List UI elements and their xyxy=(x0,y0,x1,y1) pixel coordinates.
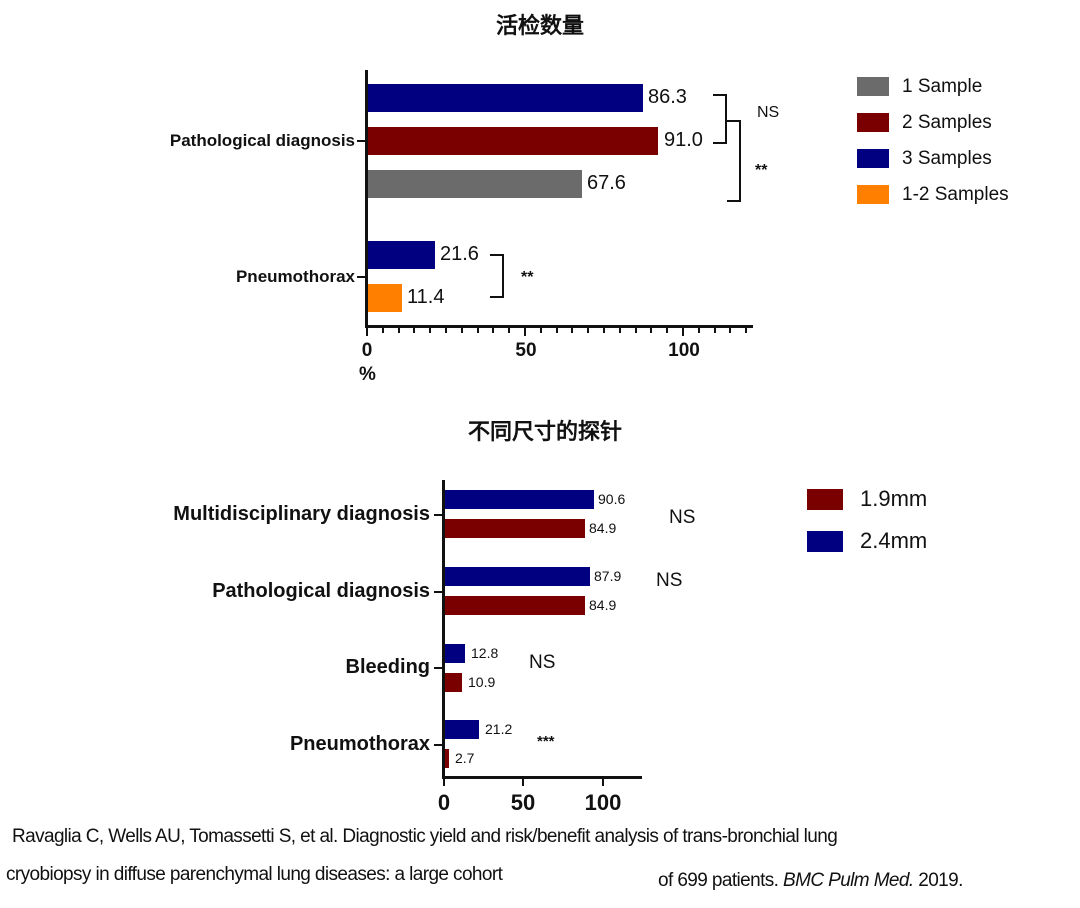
chart1-x-tick xyxy=(413,327,416,333)
chart1-value-label: 86.3 xyxy=(648,86,687,108)
chart2-category-label: Bleeding xyxy=(345,656,430,678)
chart1-significance-stars: ** xyxy=(755,162,768,179)
citation-line-1: Ravaglia C, Wells AU, Tomassetti S, et a… xyxy=(12,826,838,847)
legend-swatch-1.9mm xyxy=(807,489,843,510)
chart1-x-tick xyxy=(555,327,558,333)
chart2-value-label: 12.8 xyxy=(471,645,499,661)
chart1-x-tick-label: 100 xyxy=(668,340,700,361)
chart1-significance-stars: ** xyxy=(521,269,534,286)
chart2-x-tick-label: 100 xyxy=(584,790,622,815)
chart2-title: 不同尺寸的探针 xyxy=(467,420,622,445)
chart2-significance: NS xyxy=(529,652,556,673)
chart1-x-tick xyxy=(492,327,495,333)
chart1-x-tick xyxy=(650,327,653,333)
chart1-value-label: 91.0 xyxy=(664,129,703,151)
chart1-x-tick xyxy=(618,327,621,333)
chart2-bar-1.9mm-bleeding xyxy=(445,673,462,692)
chart2-value-label: 21.2 xyxy=(485,721,513,737)
chart1-value-label: 67.6 xyxy=(587,172,626,194)
chart2-value-label: 87.9 xyxy=(594,568,622,584)
chart1-x-tick xyxy=(429,327,432,333)
chart2-x-tick-label: 50 xyxy=(510,790,536,815)
chart1-value-label: 21.6 xyxy=(440,243,479,265)
chart2-bar-2.4mm-pneumothorax xyxy=(445,720,479,739)
chart1-bar-3samples-pathological xyxy=(368,84,643,112)
chart1-x-tick xyxy=(634,327,637,333)
legend-swatch-1-2-samples xyxy=(857,185,889,204)
chart1-x-tick xyxy=(366,327,368,336)
chart1-x-tick xyxy=(603,327,605,333)
chart1-x-tick xyxy=(713,327,716,333)
chart2-value-label: 84.9 xyxy=(589,597,617,613)
chart1-x-tick-label: 0 xyxy=(361,340,373,361)
chart1-bracket-pneumothorax xyxy=(490,254,504,298)
citation-journal: BMC Pulm Med. xyxy=(783,870,914,891)
chart2-x-tick-label: 0 xyxy=(437,790,451,815)
citation-line-2b: of 699 patients. BMC Pulm Med. 2019. xyxy=(658,870,963,891)
chart1-x-tick xyxy=(445,327,447,333)
citation-line-2a: cryobiopsy in diffuse parenchymal lung d… xyxy=(6,864,503,885)
chart2-value-label: 2.7 xyxy=(455,750,475,766)
chart2-bar-2.4mm-bleeding xyxy=(445,644,465,663)
chart1-x-tick-label: 50 xyxy=(515,340,537,361)
chart1-x-axis-unit: % xyxy=(359,364,376,385)
chart1-x-tick xyxy=(524,327,526,336)
chart1-bar-2samples-pathological xyxy=(368,127,658,155)
chart2-category-label: Pneumothorax xyxy=(289,733,430,755)
chart1-bar-1sample-pathological xyxy=(368,170,582,198)
chart1-category-label: Pneumothorax xyxy=(235,267,355,286)
chart1-bar-3samples-pneumothorax xyxy=(368,241,435,269)
chart1-x-tick xyxy=(571,327,574,333)
chart2-bar-1.9mm-multidisciplinary xyxy=(445,519,585,538)
chart1-x-tick xyxy=(745,327,748,333)
chart2-significance: *** xyxy=(537,733,555,750)
chart1-x-tick xyxy=(682,327,684,336)
chart2-value-label: 84.9 xyxy=(589,520,617,536)
legend-label: 2.4mm xyxy=(860,528,928,553)
legend-label: 1 Sample xyxy=(902,76,983,97)
chart2-category-label: Pathological diagnosis xyxy=(212,580,430,602)
chart1-x-axis xyxy=(365,325,753,328)
chart1-x-tick xyxy=(729,327,732,333)
chart1-x-tick xyxy=(666,327,669,333)
chart2-significance: NS xyxy=(669,507,696,528)
chart2-category-label: Multidisciplinary diagnosis xyxy=(173,503,430,525)
chart2-x-axis xyxy=(442,776,642,779)
chart2-bar-2.4mm-multidisciplinary xyxy=(445,490,594,509)
chart2-bar-2.4mm-pathological xyxy=(445,567,590,586)
chart1-x-tick xyxy=(539,327,542,333)
chart2-bar-1.9mm-pathological xyxy=(445,596,585,615)
chart1-x-tick xyxy=(460,327,463,333)
legend-label: 1.9mm xyxy=(860,486,928,511)
legend-swatch-1-sample xyxy=(857,77,889,96)
legend-label: 1-2 Samples xyxy=(902,184,1009,205)
chart1-significance-ns: NS xyxy=(757,104,780,121)
chart2-value-label: 90.6 xyxy=(598,491,626,507)
chart2-y-axis xyxy=(442,480,445,778)
legend-label: 2 Samples xyxy=(902,112,992,133)
chart1-title: 活检数量 xyxy=(495,14,584,39)
chart2-bar-1.9mm-pneumothorax xyxy=(445,749,449,768)
legend-swatch-2-samples xyxy=(857,113,889,132)
chart1-x-tick xyxy=(508,327,511,333)
chart1-y-axis xyxy=(365,70,368,328)
legend-swatch-2.4mm xyxy=(807,531,843,552)
legend-label: 3 Samples xyxy=(902,148,992,169)
chart1-x-tick xyxy=(476,327,479,333)
chart1-bracket-ns xyxy=(713,94,727,144)
chart1-x-tick xyxy=(381,327,384,333)
chart1-bar-1-2samples-pneumothorax xyxy=(368,284,402,312)
chart1-value-label: 11.4 xyxy=(407,286,445,308)
legend-swatch-3-samples xyxy=(857,149,889,168)
chart1-x-tick xyxy=(587,327,590,333)
chart1-category-label: Pathological diagnosis xyxy=(169,131,355,150)
chart1-x-tick xyxy=(697,327,700,333)
chart2-value-label: 10.9 xyxy=(468,674,496,690)
chart1-bracket-double-star xyxy=(727,120,741,202)
chart1-x-tick xyxy=(397,327,400,333)
chart2-significance: NS xyxy=(656,570,683,591)
